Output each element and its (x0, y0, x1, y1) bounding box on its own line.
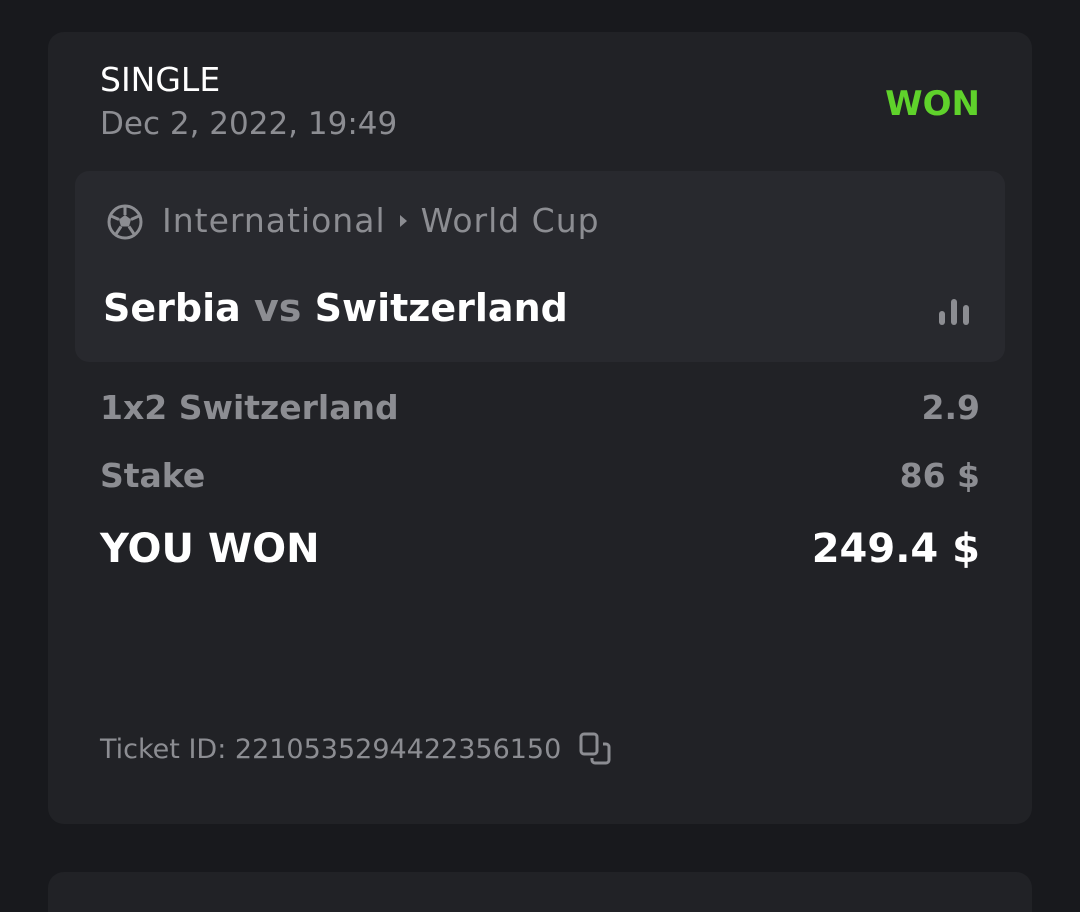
ticket-id-row: Ticket ID: 2210535294422356150 (100, 732, 613, 766)
payout-row: YOU WON 249.4 $ (100, 526, 980, 572)
stake-value: 86 $ (899, 456, 980, 495)
soccer-ball-icon (107, 204, 143, 240)
chevron-right-icon (399, 214, 407, 227)
home-team: Serbia (103, 286, 241, 330)
bar-chart-icon[interactable] (939, 299, 969, 325)
copy-icon[interactable] (579, 732, 613, 766)
selection-label: 1x2 Switzerland (100, 388, 399, 427)
bet-card: SINGLE Dec 2, 2022, 19:49 WON Internatio… (48, 32, 1032, 824)
selection-odds: 2.9 (921, 388, 980, 427)
vs-label: vs (253, 286, 302, 330)
status-badge: WON (885, 84, 980, 124)
next-bet-card (48, 872, 1032, 912)
breadcrumb: International World Cup (162, 201, 600, 240)
payout-value: 249.4 $ (811, 526, 980, 572)
away-team: Switzerland (314, 286, 568, 330)
stake-label: Stake (100, 456, 206, 495)
category: International (162, 201, 386, 240)
selection-row: 1x2 Switzerland 2.9 (100, 388, 980, 427)
ticket-id: Ticket ID: 2210535294422356150 (100, 733, 562, 765)
stake-row: Stake 86 $ (100, 456, 980, 495)
tournament: World Cup (420, 201, 600, 240)
bet-type: SINGLE (100, 60, 221, 99)
payout-label: YOU WON (100, 526, 320, 572)
match-title: Serbia vs Switzerland (103, 286, 568, 330)
event-panel[interactable]: International World Cup Serbia vs Switze… (75, 171, 1005, 362)
bet-date: Dec 2, 2022, 19:49 (100, 106, 398, 142)
